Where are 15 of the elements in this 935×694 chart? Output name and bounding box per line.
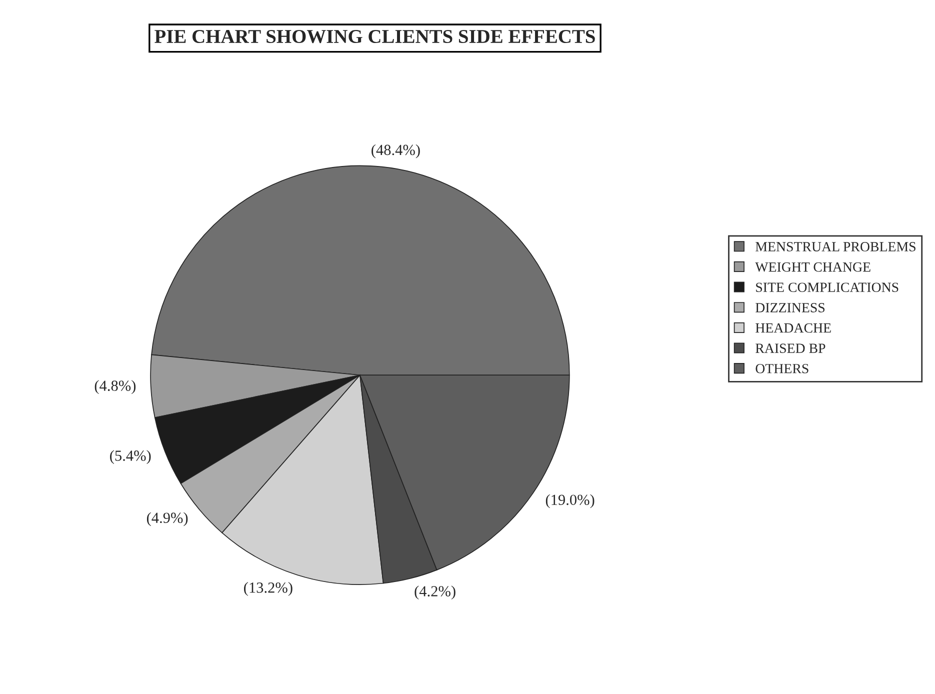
legend-label: HEADACHE: [756, 323, 831, 333]
data-label: (13.2%): [244, 582, 292, 596]
data-label: (4.9%): [146, 512, 188, 526]
data-label: (5.4%): [110, 450, 151, 464]
legend-label: RAISED BP: [756, 344, 826, 353]
legend-label: OTHERS: [756, 364, 808, 374]
legend-label: SITE COMPLICATIONS: [756, 282, 898, 292]
data-label: (48.4%): [372, 144, 420, 158]
data-label: (4.8%): [94, 380, 136, 394]
chart-title: PIE CHART SHOWING CLIENTS SIDE EFFECTS: [154, 30, 595, 44]
legend-label: MENSTRUAL PROBLEMS: [756, 242, 916, 252]
data-label: (4.2%): [414, 586, 456, 600]
legend-label: DIZZINESS: [756, 303, 825, 312]
data-label: (19.0%): [546, 494, 594, 508]
legend-label: WEIGHT CHANGE: [755, 262, 870, 272]
